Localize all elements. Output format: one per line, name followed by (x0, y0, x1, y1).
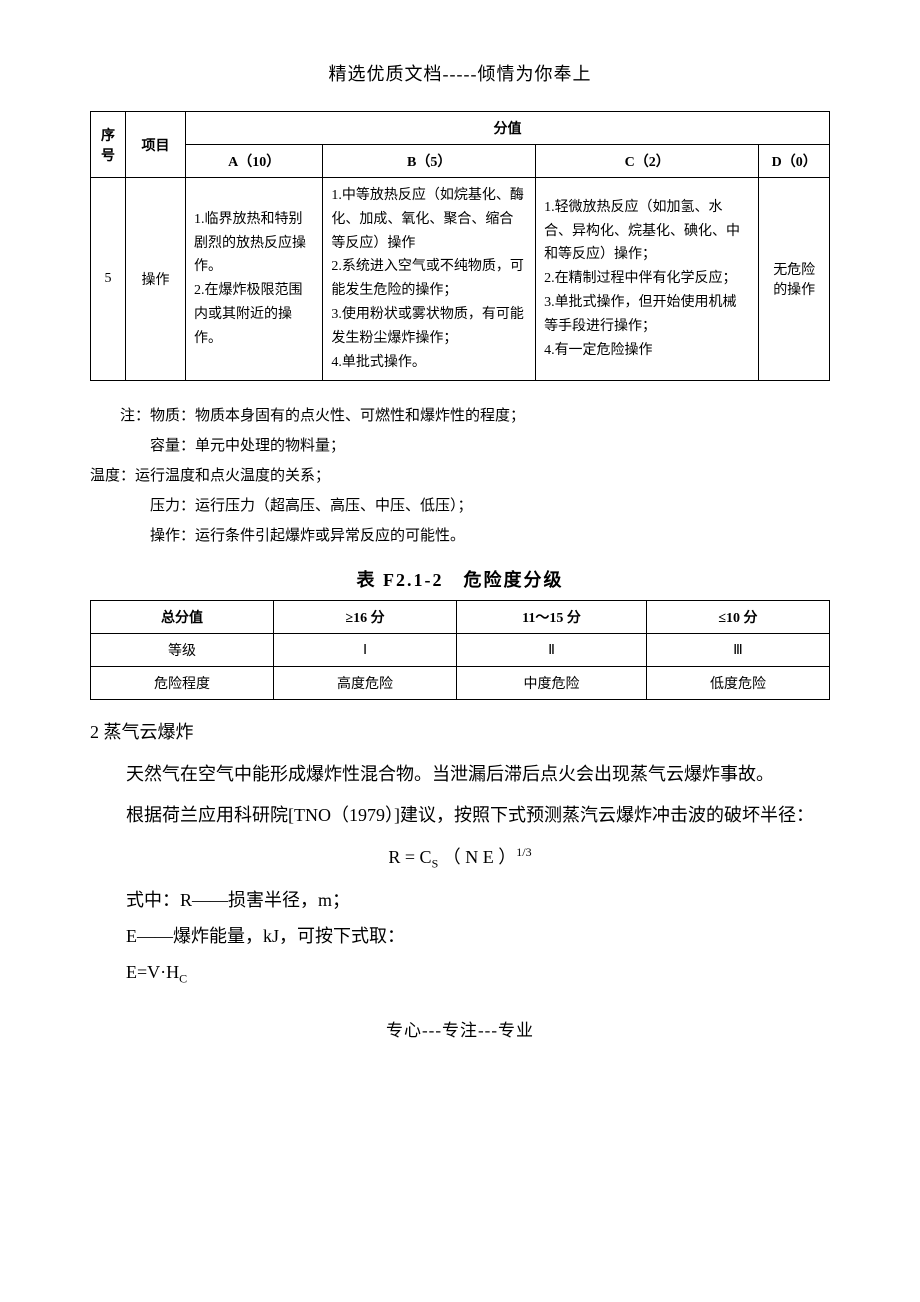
grade-h3: ≤10 分 (646, 601, 829, 634)
cell-a-content: 1.临界放热和特别剧烈的放热反应操作。2.在爆炸极限范围内或其附近的操作。 (194, 208, 314, 351)
section-2-p2: 根据荷兰应用科研院[TNO（1979）]建议，按照下式预测蒸汽云爆炸冲击波的破坏… (90, 797, 830, 833)
header-c: C（2） (536, 145, 759, 178)
formula-4-sub: C (179, 972, 187, 986)
note-2: 容量：单元中处理的物料量； (90, 431, 830, 461)
header-item: 项目 (126, 112, 186, 178)
main-score-table: 序号 项目 分值 A（10） B（5） C（2） D（0） 5 操作 1.临界放… (90, 111, 830, 381)
note-1: 注：物质：物质本身固有的点火性、可燃性和爆炸性的程度； (90, 401, 830, 431)
grade-h1: ≥16 分 (274, 601, 457, 634)
cell-b: 1.中等放热反应（如烷基化、酶化、加成、氧化、聚合、缩合等反应）操作2.系统进入… (323, 178, 536, 381)
grade-r2c3: 低度危险 (646, 667, 829, 700)
formula-4: E=V·HC (90, 954, 830, 991)
grade-table-title: 表 F2.1-2 危险度分级 (90, 566, 830, 592)
formula-4-pre: E=V·H (126, 962, 179, 982)
grade-r1c1: Ⅰ (274, 634, 457, 667)
header-seq: 序号 (91, 112, 126, 178)
header-score: 分值 (186, 112, 830, 145)
notes-block: 注：物质：物质本身固有的点火性、可燃性和爆炸性的程度； 容量：单元中处理的物料量… (90, 401, 830, 551)
header-d: D（0） (759, 145, 830, 178)
row-seq: 5 (91, 178, 126, 381)
note-3: 温度：运行温度和点火温度的关系； (90, 461, 830, 491)
section-2-p1: 天然气在空气中能形成爆炸性混合物。当泄漏后滞后点火会出现蒸气云爆炸事故。 (90, 756, 830, 792)
grade-r2c1: 高度危险 (274, 667, 457, 700)
grade-r1c3: Ⅲ (646, 634, 829, 667)
header-a: A（10） (186, 145, 323, 178)
row-item: 操作 (126, 178, 186, 381)
header-b: B（5） (323, 145, 536, 178)
grade-r2c0: 危险程度 (91, 667, 274, 700)
page-footer: 专心---专注---专业 (90, 1016, 830, 1041)
formula-3: E——爆炸能量，kJ，可按下式取： (90, 918, 830, 954)
formula-1-sup: 1/3 (516, 845, 531, 859)
formula-1-pre: R = C (388, 847, 431, 867)
section-2-heading: 2 蒸气云爆炸 (90, 718, 830, 744)
note-5: 操作：运行条件引起爆炸或异常反应的可能性。 (90, 521, 830, 551)
grade-r1c2: Ⅱ (457, 634, 647, 667)
formula-1-mid: （ N E ） (438, 847, 516, 867)
grade-r2c2: 中度危险 (457, 667, 647, 700)
cell-c: 1.轻微放热反应（如加氢、水合、异构化、烷基化、碘化、中和等反应）操作；2.在精… (536, 178, 759, 381)
formula-1: R = CS （ N E ）1/3 (90, 843, 830, 872)
cell-c-content: 1.轻微放热反应（如加氢、水合、异构化、烷基化、碘化、中和等反应）操作；2.在精… (544, 196, 750, 363)
cell-d: 无危险的操作 (759, 178, 830, 381)
grade-h0: 总分值 (91, 601, 274, 634)
grade-h2: 11～15 分 (457, 601, 647, 634)
formula-2: 式中：R——损害半径，m； (90, 882, 830, 918)
cell-a: 1.临界放热和特别剧烈的放热反应操作。2.在爆炸极限范围内或其附近的操作。 (186, 178, 323, 381)
note-4: 压力：运行压力（超高压、高压、中压、低压）； (90, 491, 830, 521)
cell-b-content: 1.中等放热反应（如烷基化、酶化、加成、氧化、聚合、缩合等反应）操作2.系统进入… (331, 184, 527, 374)
page-header: 精选优质文档-----倾情为你奉上 (90, 60, 830, 86)
grade-table: 总分值 ≥16 分 11～15 分 ≤10 分 等级 Ⅰ Ⅱ Ⅲ 危险程度 高度… (90, 600, 830, 700)
grade-r1c0: 等级 (91, 634, 274, 667)
